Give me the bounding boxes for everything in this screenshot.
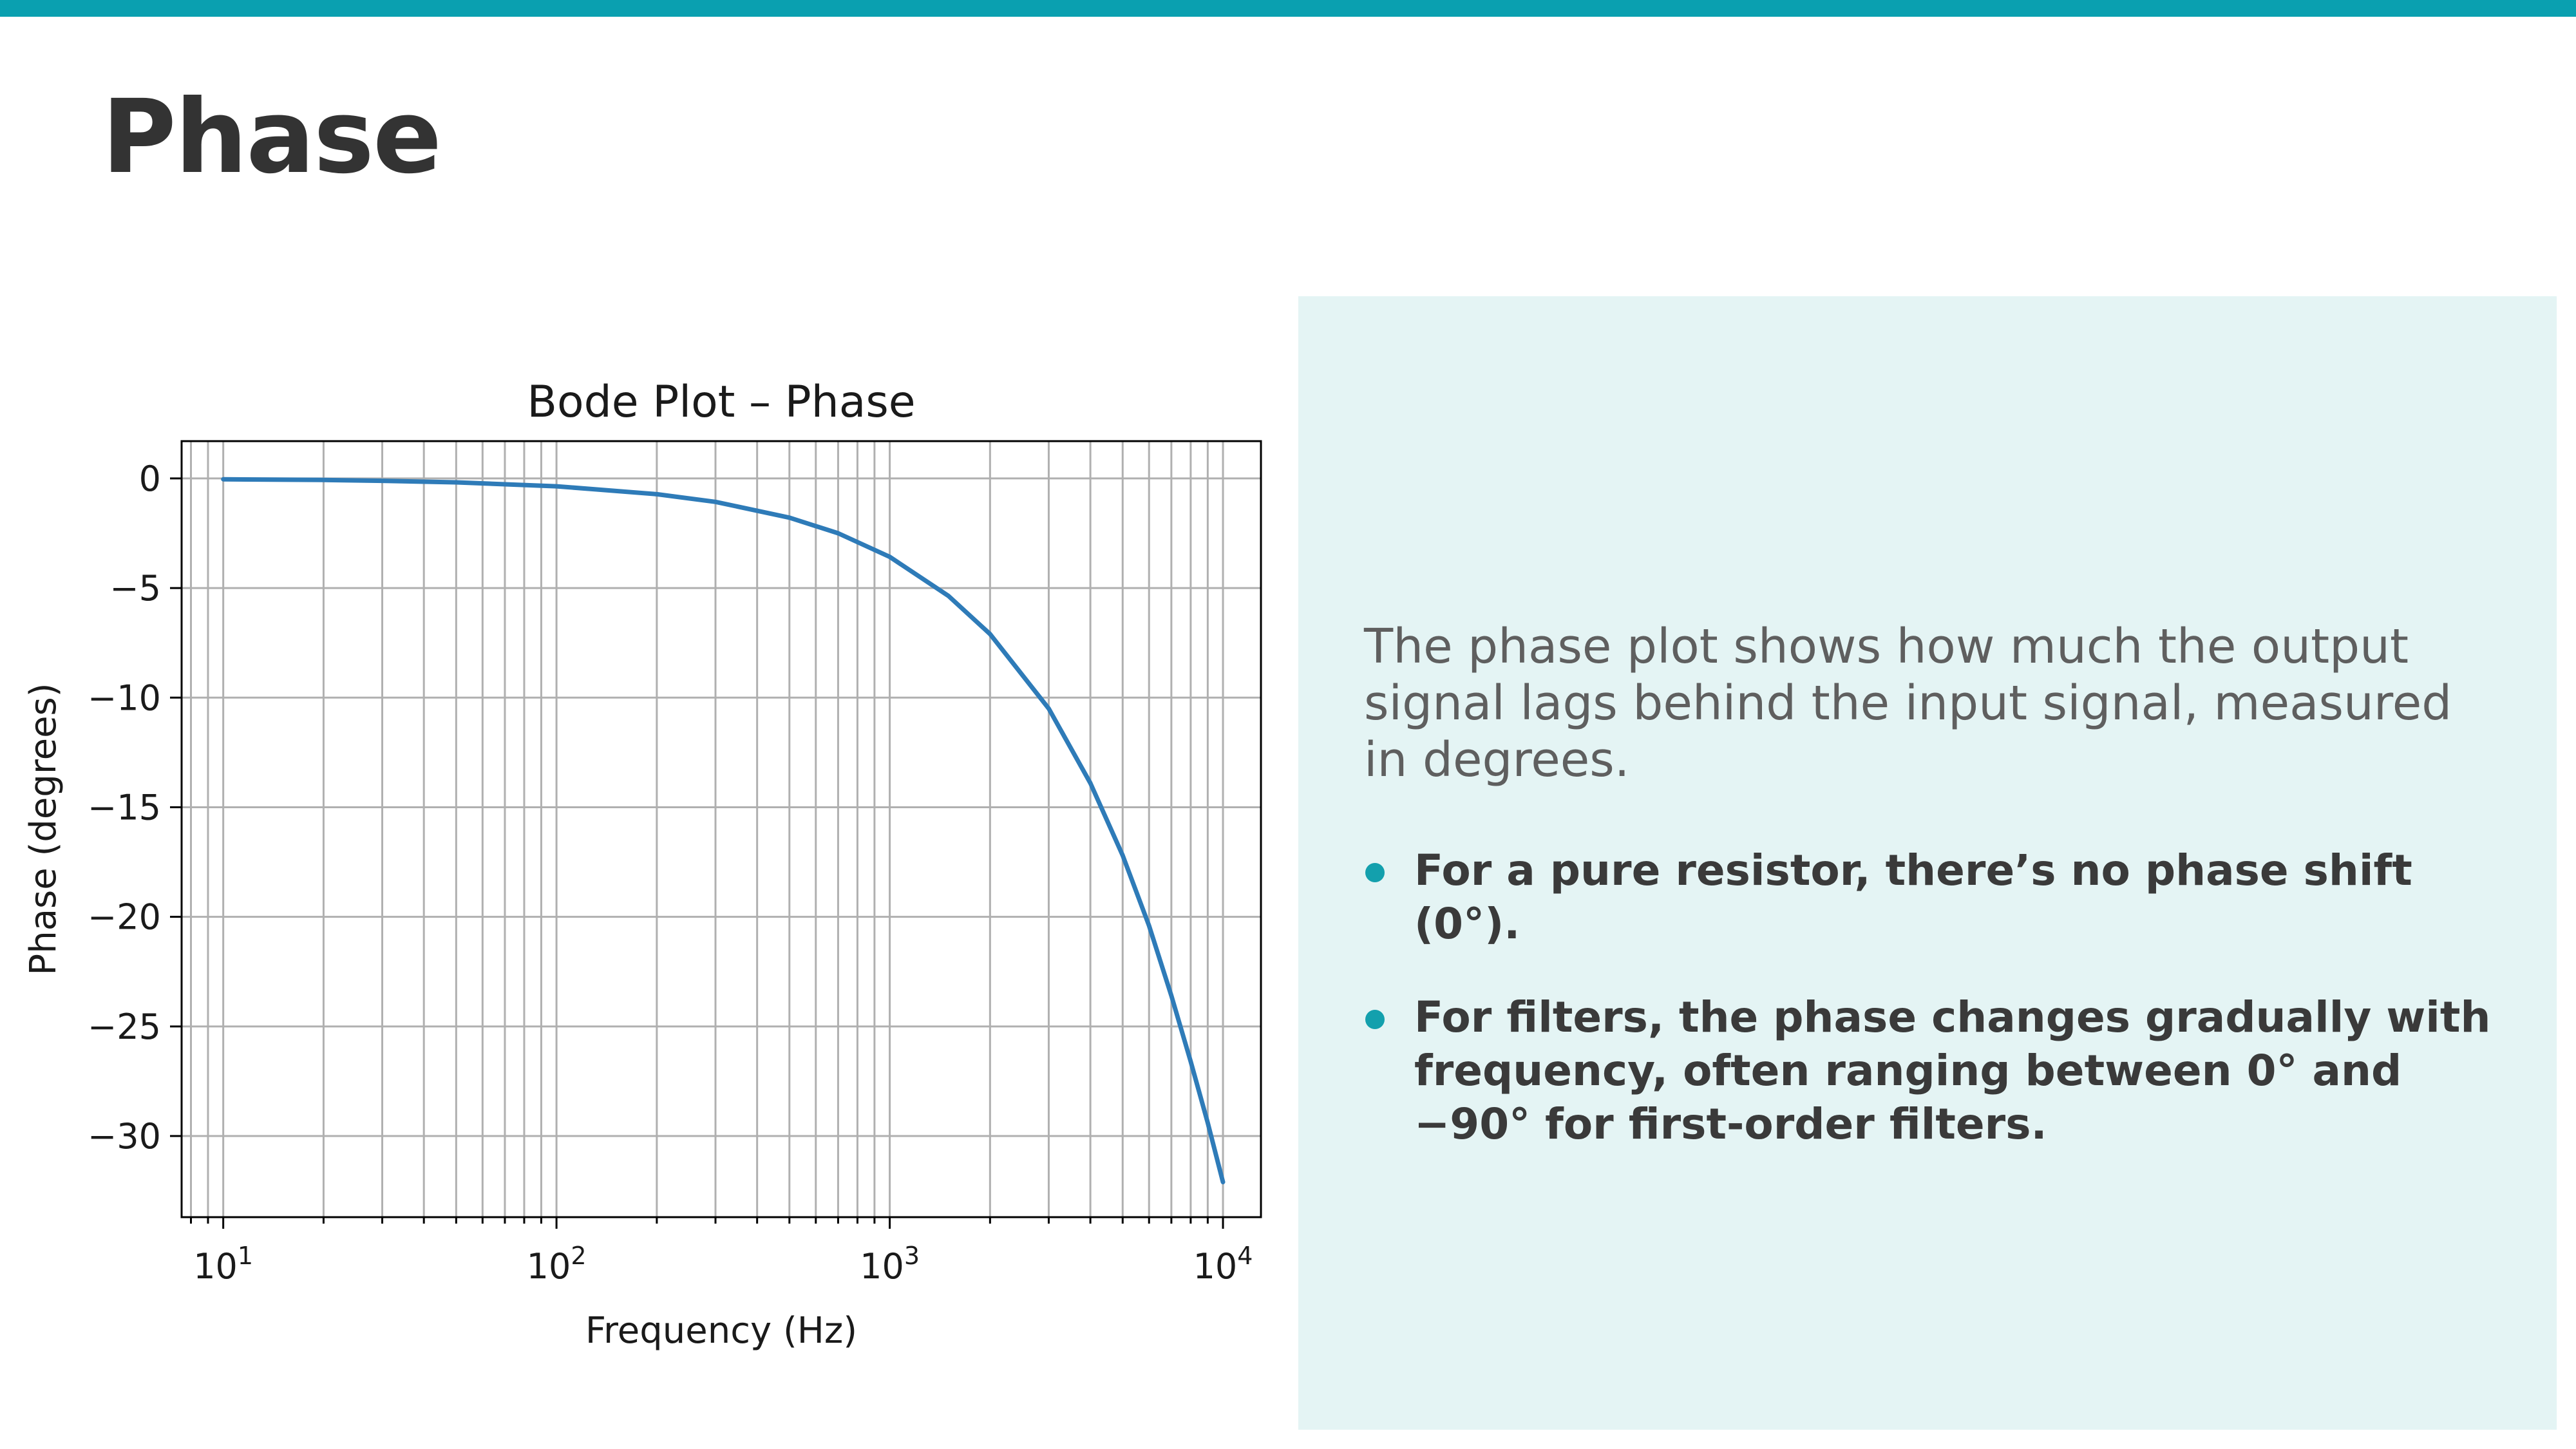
x-tick-label: 102 [527, 1242, 587, 1287]
intro-paragraph: The phase plot shows how much the output… [1364, 619, 2452, 788]
x-tick-label: 103 [860, 1242, 920, 1287]
y-tick-label: −25 [88, 1007, 161, 1047]
y-tick-label: 0 [139, 459, 161, 499]
chart-svg: 0 −5 −10 −15 −20 −25 −30 101 102 103 104 Bode Plot… [23, 377, 1262, 1352]
top-accent-bar [0, 0, 2576, 17]
bullet-dot-icon [1365, 1010, 1385, 1029]
x-axis-label: Frequency (Hz) [585, 1310, 857, 1352]
bullet-list: For a pure resistor, there’s no phase sh… [1364, 844, 2510, 1151]
description-panel: The phase plot shows how much the output… [1298, 296, 2557, 1430]
y-tick-label: −10 [88, 677, 161, 718]
series-layer [221, 477, 1226, 1184]
phase-line [221, 477, 1226, 1184]
x-tick-label: 104 [1193, 1242, 1253, 1287]
bullet-item: For filters, the phase changes gradually… [1364, 990, 2510, 1151]
y-tick-label: −5 [109, 568, 161, 609]
grid-lines [182, 441, 1261, 1217]
x-tick-label: 101 [193, 1242, 253, 1287]
panel-text: The phase plot shows how much the output… [1364, 618, 2510, 1191]
bullet-text: For filters, the phase changes gradually… [1414, 992, 2491, 1149]
y-tick-label: −15 [88, 787, 161, 828]
chart-title: Bode Plot – Phase [527, 377, 915, 428]
y-axis-label: Phase (degrees) [23, 683, 64, 975]
axis-ticks: 0 −5 −10 −15 −20 −25 −30 101 102 103 104 [88, 459, 1253, 1287]
bullet-dot-icon [1365, 863, 1385, 882]
plot-frame [180, 440, 1262, 1218]
bullet-item: For a pure resistor, there’s no phase sh… [1364, 844, 2510, 951]
slide-title: Phase [102, 78, 442, 196]
y-tick-label: −30 [88, 1116, 161, 1157]
bullet-text: For a pure resistor, there’s no phase sh… [1414, 846, 2412, 949]
bode-phase-chart: 0 −5 −10 −15 −20 −25 −30 101 102 103 104 Bode Plot… [0, 348, 1288, 1378]
y-tick-label: −20 [88, 897, 161, 938]
